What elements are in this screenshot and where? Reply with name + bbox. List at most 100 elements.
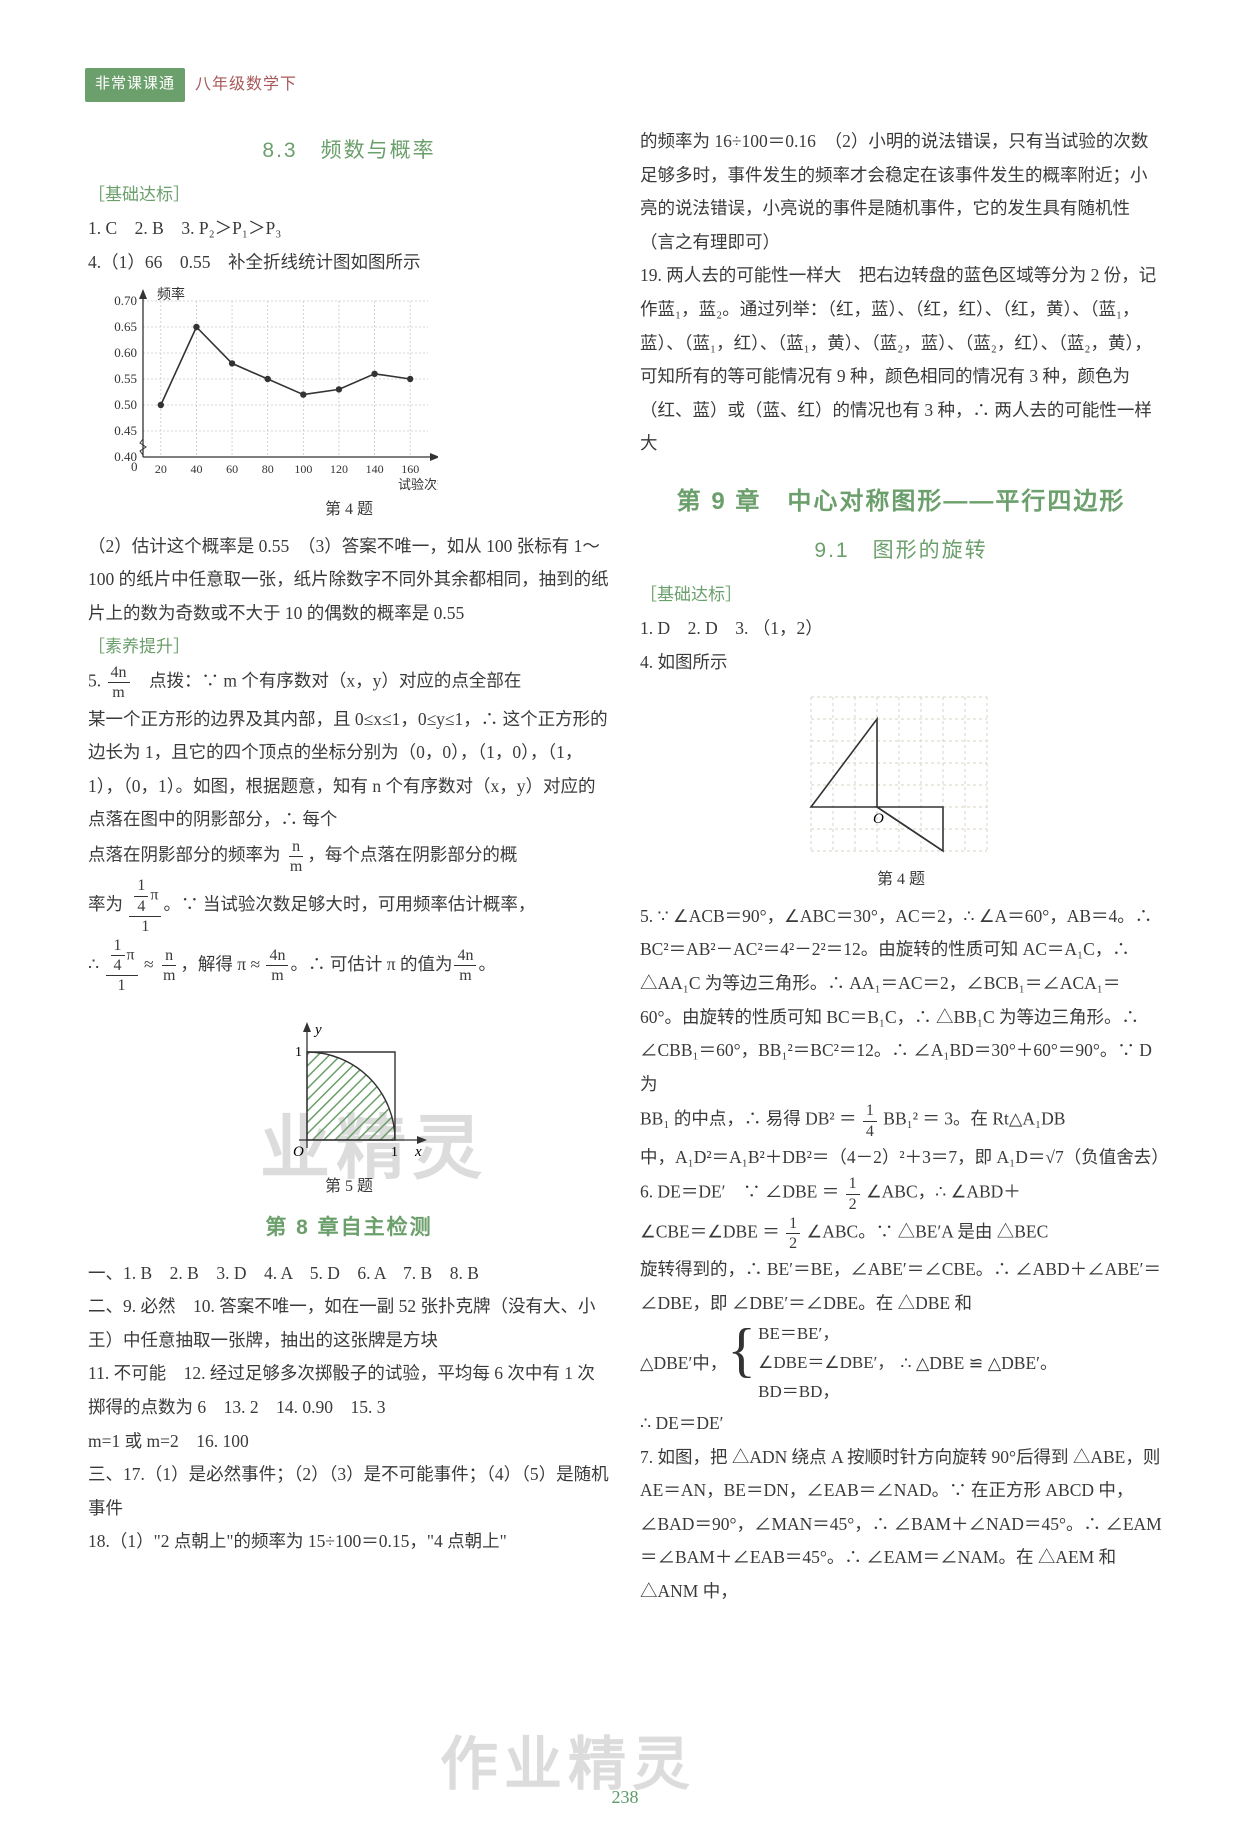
answer-line: 4. 如图所示 — [640, 646, 1162, 680]
chapter9-title: 第 9 章 中心对称图形——平行四边形 — [640, 479, 1162, 525]
text-run: BB₁ 的中点，∴ 易得 DB² ＝ — [640, 1109, 861, 1129]
text-run: ，解得 π ≈ — [180, 954, 264, 974]
big-fraction: 14π1 — [129, 876, 161, 936]
answer-line: 点落在阴影部分的频率为 nm，每个点落在阴影部分的概 — [88, 837, 610, 876]
svg-text:0.65: 0.65 — [114, 319, 137, 334]
basis-label: ［基础达标］ — [88, 179, 610, 212]
brace-icon: { — [727, 1320, 756, 1407]
svg-text:O: O — [873, 811, 884, 827]
answer-line: 19. 两人去的可能性一样大 把右边转盘的蓝色区域等分为 2 份，记作蓝₁，蓝₂… — [640, 259, 1162, 461]
svg-text:0.70: 0.70 — [114, 293, 137, 308]
svg-text:60: 60 — [226, 462, 238, 476]
text-run: ∠ABC。∵ △BE′A 是由 △BEC — [802, 1221, 1048, 1241]
fraction: 4nm — [266, 946, 288, 985]
answer-line: 二、9. 必然 10. 答案不唯一，如在一副 52 张扑克牌（没有大、小王）中任… — [88, 1290, 610, 1357]
answer-line: （2）估计这个概率是 0.55 （3）答案不唯一，如从 100 张标有 1～10… — [88, 530, 610, 631]
answer-line: 的频率为 16÷100＝0.16 （2）小明的说法错误，只有当试验的次数足够多时… — [640, 125, 1162, 259]
svg-text:频率: 频率 — [157, 286, 185, 303]
answer-line: 5. 4nm 点拨：∵ m 个有序数对（x，y）对应的点全部在 — [88, 663, 610, 702]
text-run: ∠ABC，∴ ∠ABD＋ — [862, 1182, 1021, 1202]
answer-line: 一、1. B 2. B 3. D 4. A 5. D 6. A 7. B 8. … — [88, 1257, 610, 1291]
fraction: 14 — [863, 1101, 877, 1140]
page-number: 238 — [612, 1781, 639, 1814]
left-column: 8.3 频数与概率 ［基础达标］ 1. C 2. B 3. P₂＞P₁＞P₃ 4… — [88, 125, 610, 1609]
fig-caption: 第 5 题 — [259, 1172, 439, 1203]
answer-line: 三、17.（1）是必然事件；（2）（3）是不可能事件；（4）（5）是随机事件 — [88, 1458, 610, 1525]
series-logo: 非常课课通 — [85, 68, 185, 102]
answer-line: 某一个正方形的边界及其内部，且 0≤x≤1，0≤y≤1，∴ 这个正方形的边长为 … — [88, 703, 610, 837]
svg-text:0: 0 — [131, 459, 138, 474]
fraction: 4nm — [454, 946, 476, 985]
fraction: 4nm — [108, 663, 130, 702]
answer-line: 中，A₁D²＝A₁B²＋DB²＝（4－2）²＋3＝7，即 A₁D＝√7（负值舍去… — [640, 1141, 1162, 1175]
svg-text:0.50: 0.50 — [114, 397, 137, 412]
section-8-3-title: 8.3 频数与概率 — [88, 131, 610, 171]
svg-text:40: 40 — [190, 462, 202, 476]
right-column: 的频率为 16÷100＝0.16 （2）小明的说法错误，只有当试验的次数足够多时… — [640, 125, 1162, 1609]
answer-line: 7. 如图，把 △ADN 绕点 A 按顺时针方向旋转 90°后得到 △ABE，则… — [640, 1441, 1162, 1609]
svg-text:试验次数: 试验次数 — [398, 477, 438, 492]
brace-line: ∠DBE＝∠DBE′， — [758, 1349, 894, 1378]
brace-system: △DBE′中， { BE＝BE′， ∠DBE＝∠DBE′， BD＝BD， ∴ △… — [640, 1320, 1162, 1407]
figure-q5: Oxy11 第 5 题 — [259, 1000, 439, 1203]
text-run: ，每个点落在阴影部分的概 — [307, 845, 517, 865]
page-header: 非常课课通 八年级数学下 — [85, 68, 297, 102]
answer-line: 1. C 2. B 3. P₂＞P₁＞P₃ — [88, 212, 610, 246]
svg-text:120: 120 — [330, 462, 348, 476]
left-brace-group: { BE＝BE′， ∠DBE＝∠DBE′， BD＝BD， — [727, 1320, 894, 1407]
fig-caption: 第 4 题 — [88, 495, 610, 526]
text-run: ∴ △DBE ≌ △DBE′。 — [900, 1347, 1057, 1381]
brace-line: BE＝BE′， — [758, 1320, 894, 1349]
answer-line: 1. D 2. D 3. （1，2） — [640, 612, 1162, 646]
svg-text:1: 1 — [295, 1045, 302, 1060]
fraction: 12 — [786, 1214, 800, 1253]
fraction: nm — [160, 946, 178, 985]
text-run: 率为 — [88, 894, 127, 914]
brace-lines: BE＝BE′， ∠DBE＝∠DBE′， BD＝BD， — [758, 1320, 894, 1407]
answer-line: 6. DE＝DE′ ∵ ∠DBE ＝ 12 ∠ABC，∴ ∠ABD＋ — [640, 1174, 1162, 1213]
answer-line: 旋转得到的，∴ BE′＝BE，∠ABE′＝∠CBE。∴ ∠ABD＋∠ABE′＝∠… — [640, 1253, 1162, 1320]
text-run: 点落在阴影部分的频率为 — [88, 845, 285, 865]
basis-label: ［基础达标］ — [640, 579, 1162, 612]
svg-text:y: y — [313, 1022, 322, 1038]
lift-label: ［素养提升］ — [88, 631, 610, 664]
book-subtitle: 八年级数学下 — [195, 70, 297, 100]
rotation-figure-svg: O — [791, 683, 1011, 863]
two-column-content: 8.3 频数与概率 ［基础达标］ 1. C 2. B 3. P₂＞P₁＞P₃ 4… — [88, 125, 1163, 1609]
svg-text:20: 20 — [155, 462, 167, 476]
watermark: 作业精灵 — [440, 1711, 696, 1818]
svg-text:0.45: 0.45 — [114, 423, 137, 438]
answer-line: 18.（1）"2 点朝上"的频率为 15÷100＝0.15，"4 点朝上" — [88, 1525, 610, 1559]
figure-9-1-q4: O 第 4 题 — [791, 683, 1011, 896]
svg-text:160: 160 — [401, 462, 419, 476]
text-run: 5. — [88, 671, 106, 691]
text-run: 。 — [478, 954, 496, 974]
text-run: 。∵ 当试验次数足够大时，可用频率估计概率， — [163, 894, 535, 914]
fraction: 12 — [846, 1174, 860, 1213]
fraction: nm — [287, 837, 305, 876]
svg-text:140: 140 — [366, 462, 384, 476]
svg-text:O: O — [293, 1144, 304, 1160]
quarter-circle-svg: Oxy11 — [259, 1000, 439, 1170]
svg-text:0.60: 0.60 — [114, 345, 137, 360]
svg-text:1: 1 — [391, 1145, 398, 1160]
text-run: ≈ — [140, 954, 158, 974]
svg-text:x: x — [414, 1144, 422, 1160]
answer-line: BB₁ 的中点，∴ 易得 DB² ＝ 14 BB₁² ＝ 3。在 Rt△A₁DB — [640, 1101, 1162, 1140]
text-run: 。∴ 可估计 π 的值为 — [290, 954, 452, 974]
page: 非常课课通 八年级数学下 业精灵 作业精灵 8.3 频数与概率 ［基础达标］ 1… — [0, 0, 1250, 1846]
answer-line: ∠CBE＝∠DBE ＝ 12 ∠ABC。∵ △BE′A 是由 △BEC — [640, 1214, 1162, 1253]
svg-text:0.55: 0.55 — [114, 371, 137, 386]
answer-line: 4.（1）66 0.55 补全折线统计图如图所示 — [88, 246, 610, 280]
text-run: ∴ — [88, 954, 104, 974]
answer-line: 11. 不可能 12. 经过足够多次掷骰子的试验，平均每 6 次中有 1 次掷得… — [88, 1357, 610, 1424]
brace-line: BD＝BD， — [758, 1378, 894, 1407]
text-run: BB₁² ＝ 3。在 Rt△A₁DB — [879, 1109, 1065, 1129]
text-run: 点拨：∵ m 个有序数对（x，y）对应的点全部在 — [132, 671, 522, 691]
fig-caption: 第 4 题 — [791, 865, 1011, 896]
answer-line: m=1 或 m=2 16. 100 — [88, 1425, 610, 1459]
answer-line: 5. ∵ ∠ACB＝90°，∠ABC＝30°，AC＝2，∴ ∠A＝60°，AB＝… — [640, 900, 1162, 1102]
answer-line: ∴ DE＝DE′ — [640, 1407, 1162, 1441]
text-run: 6. DE＝DE′ ∵ ∠DBE ＝ — [640, 1182, 844, 1202]
answer-line: ∴ 14π1 ≈ nm，解得 π ≈ 4nm。∴ 可估计 π 的值为4nm。 — [88, 936, 610, 996]
